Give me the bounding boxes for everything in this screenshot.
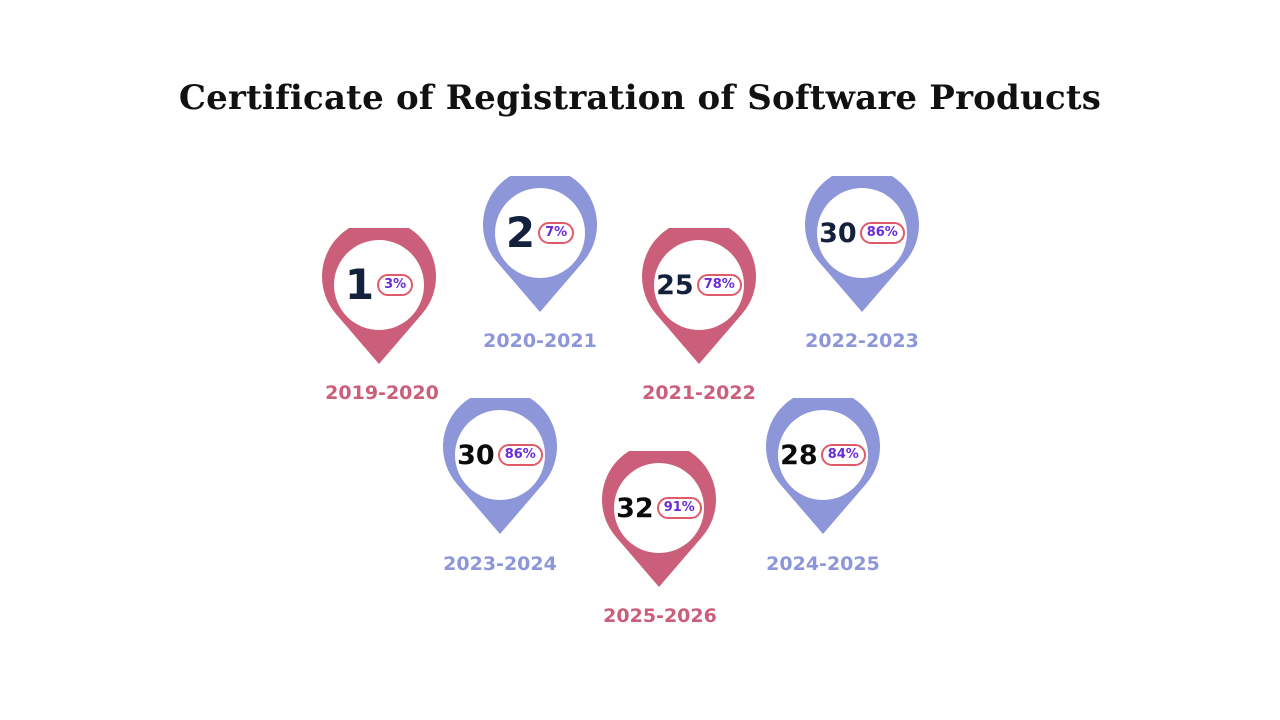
- pin-marker-2021-2022: 25 78%: [642, 228, 756, 364]
- year-label-2021-2022: 2021-2022: [642, 382, 756, 404]
- percent-badge: 84%: [820, 443, 866, 467]
- map-pin-icon: [443, 398, 557, 534]
- percent-badge: 86%: [859, 221, 905, 245]
- year-label-2020-2021: 2020-2021: [483, 330, 597, 352]
- year-label-2025-2026: 2025-2026: [603, 605, 717, 627]
- certificate-count: 2: [505, 208, 536, 257]
- percent-badge: 78%: [696, 273, 742, 297]
- certificate-count: 1: [344, 260, 375, 309]
- certificate-count: 30: [819, 217, 857, 249]
- pin-marker-2023-2024: 30 86%: [443, 398, 557, 534]
- pin-marker-2019-2020: 1 3%: [322, 228, 436, 364]
- year-label-2024-2025: 2024-2025: [766, 553, 880, 575]
- certificate-count: 25: [656, 269, 694, 301]
- certificate-count: 32: [616, 492, 654, 524]
- percent-badge: 86%: [497, 443, 543, 467]
- percent-badge: 91%: [656, 496, 702, 520]
- page-title: Certificate of Registration of Software …: [178, 78, 1102, 118]
- year-label-2023-2024: 2023-2024: [443, 553, 557, 575]
- pin-marker-2024-2025: 28 84%: [766, 398, 880, 534]
- year-label-2019-2020: 2019-2020: [325, 382, 439, 404]
- map-pin-icon: [602, 451, 716, 587]
- certificate-count: 30: [457, 439, 495, 471]
- year-label-2022-2023: 2022-2023: [805, 330, 919, 352]
- pin-marker-2025-2026: 32 91%: [602, 451, 716, 587]
- certificate-count: 28: [780, 439, 818, 471]
- percent-badge: 3%: [377, 273, 414, 297]
- pin-marker-2020-2021: 2 7%: [483, 176, 597, 312]
- pin-marker-2022-2023: 30 86%: [805, 176, 919, 312]
- percent-badge: 7%: [538, 221, 575, 245]
